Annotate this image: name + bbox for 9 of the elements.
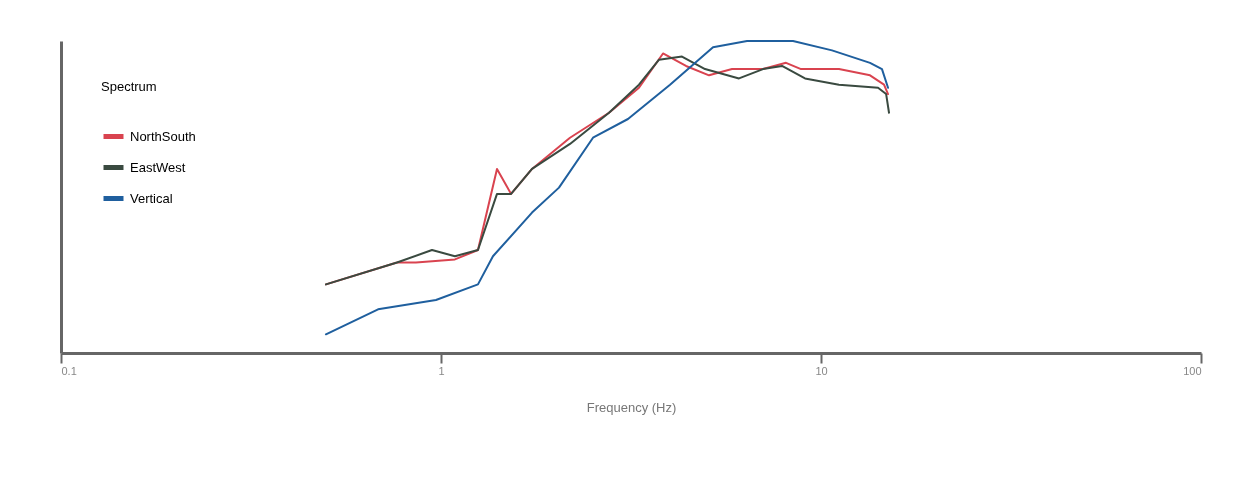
x-tick-label: 1 — [438, 364, 445, 377]
legend-label: EastWest — [130, 159, 186, 175]
legend-title: Spectrum — [101, 79, 157, 94]
x-axis-title: Frequency (Hz) — [586, 399, 677, 415]
legend-label: Vertical — [130, 190, 173, 206]
x-tick-label: 100 — [1183, 364, 1202, 377]
x-tick-label: 0.1 — [61, 364, 77, 377]
legend-label: NorthSouth — [130, 128, 196, 144]
x-tick-label: 10 — [815, 364, 828, 377]
